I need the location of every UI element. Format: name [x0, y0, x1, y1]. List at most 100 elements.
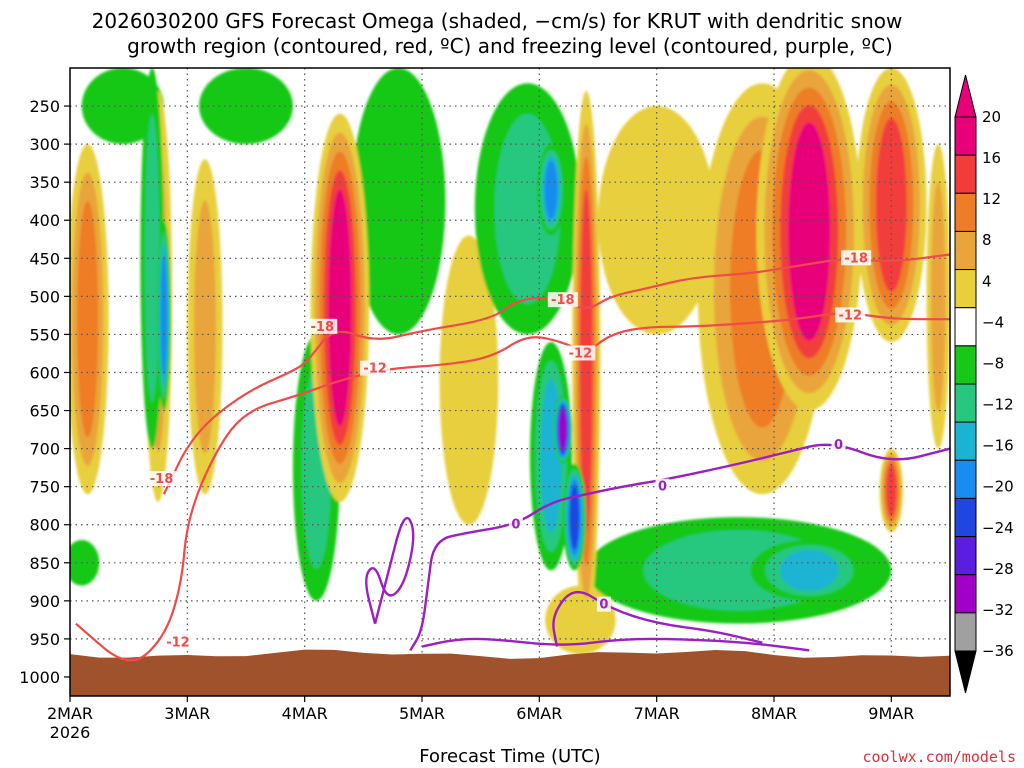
- omega-band: [439, 235, 499, 525]
- ground-surface: [70, 649, 950, 696]
- omega-band: [788, 122, 831, 341]
- omega-cell: [562, 463, 587, 571]
- colorbar-swatch: [954, 307, 977, 347]
- omega-band: [544, 160, 558, 219]
- colorbar-swatch: [954, 536, 977, 576]
- omega-cell: [439, 235, 499, 525]
- dgz-contour-label-bg: [565, 345, 596, 361]
- omega-band: [70, 539, 100, 586]
- y-tick-label: 350: [29, 173, 60, 192]
- colorbar-label: −4: [982, 313, 1004, 331]
- dgz-contour-label-bg: [835, 307, 866, 323]
- dgz-contour-label-bg: [162, 634, 193, 650]
- omega-band: [569, 484, 580, 550]
- dgz-contour-label: -12: [569, 346, 593, 361]
- freezing-level-contour: [552, 591, 763, 647]
- colorbar-swatch: [954, 192, 977, 232]
- colorbar-label: −28: [982, 560, 1014, 578]
- y-tick-label: 450: [29, 249, 60, 268]
- chart-title-line-1: 2026030200 GFS Forecast Omega (shaded, −…: [92, 9, 903, 33]
- colorbar-label: 20: [982, 108, 1001, 126]
- x-tick-label: 4MAR: [282, 704, 328, 723]
- colorbar-label: 12: [982, 190, 1001, 208]
- y-tick-label: 700: [29, 440, 60, 459]
- omega-band: [193, 200, 216, 454]
- colorbar-bottom-arrow: [954, 650, 977, 694]
- colorbar-label: −32: [982, 601, 1014, 619]
- x-tick-label: 5MAR: [399, 704, 445, 723]
- freezing-contour-label-bg: [508, 516, 523, 532]
- dgz-contour-label: -18: [551, 293, 575, 308]
- x-year-label: 2026: [50, 723, 91, 742]
- x-tick-label: 7MAR: [634, 704, 680, 723]
- omega-band: [930, 181, 946, 412]
- omega-band: [779, 549, 839, 591]
- y-tick-label: 900: [29, 592, 60, 611]
- freezing-level-contour: [409, 443, 950, 651]
- x-tick-label: 9MAR: [868, 704, 914, 723]
- y-axis: 250 300 350 400 450 500 550 600 650 700 750 800 850 9…: [19, 97, 70, 687]
- ground-layer: [70, 649, 950, 696]
- dgz-contour-label-bg: [307, 318, 338, 334]
- y-tick-label: 600: [29, 363, 60, 382]
- omega-band: [598, 106, 716, 335]
- freezing-level-contour: [365, 516, 415, 624]
- colorbar: 20 16 12 8 4 −4 −8 −12 −16 −20 −24 −28 −32 −36: [954, 74, 1014, 694]
- colorbar-label: 4: [982, 272, 992, 290]
- freezing-contour-label: 0: [658, 480, 667, 495]
- y-tick-label: 650: [29, 402, 60, 421]
- x-tick-label: 3MAR: [164, 704, 210, 723]
- dgz-contour-label-bg: [146, 471, 177, 487]
- dgz-contour-label-bg: [360, 360, 391, 376]
- omega-band: [144, 114, 160, 403]
- colorbar-label: −8: [982, 354, 1004, 372]
- dgz-contour-label-bg: [547, 292, 578, 308]
- x-tick-label: 8MAR: [751, 704, 797, 723]
- freezing-contour-label: 0: [599, 598, 608, 613]
- dgz-contour-label: -12: [166, 636, 190, 651]
- credit-text: coolwx.com/models: [862, 748, 1016, 766]
- omega-cell: [70, 539, 100, 586]
- dgz-contour--12: [75, 312, 950, 662]
- omega-band: [875, 118, 907, 292]
- chart-title-line-2: growth region (contoured, red, ºC) and f…: [127, 34, 893, 58]
- colorbar-swatch: [954, 269, 977, 309]
- y-tick-label: 850: [29, 554, 60, 573]
- omega-cell: [879, 448, 904, 533]
- colorbar-top-arrow: [954, 74, 977, 118]
- omega-band: [160, 255, 167, 376]
- colorbar-label: −16: [982, 437, 1014, 455]
- omega-cell: [750, 539, 868, 601]
- colorbar-label: −12: [982, 396, 1014, 414]
- colorbar-swatch: [954, 154, 977, 194]
- colorbar-swatch: [954, 612, 977, 652]
- colorbar-label: 16: [982, 149, 1001, 167]
- y-tick-label: 300: [29, 135, 60, 154]
- omega-band: [559, 409, 567, 450]
- omega-shading: [70, 68, 950, 655]
- colorbar-swatch: [954, 459, 977, 499]
- colorbar-swatch: [954, 345, 977, 385]
- colorbar-label: −24: [982, 519, 1014, 537]
- colorbar-swatch: [954, 497, 977, 538]
- freezing-contour-label-bg: [831, 436, 846, 452]
- dgz-contour-label: -18: [150, 472, 174, 487]
- dgz-contour-label: -12: [839, 308, 863, 323]
- y-tick-label: 550: [29, 325, 60, 344]
- y-tick-label: 750: [29, 478, 60, 497]
- colorbar-swatch: [954, 116, 977, 156]
- colorbar-swatch: [954, 383, 977, 423]
- omega-cell: [598, 106, 716, 335]
- omega-cell: [536, 144, 566, 236]
- y-tick-label: 250: [29, 97, 60, 116]
- x-tick-label: 6MAR: [516, 704, 562, 723]
- plot-frame: [69, 67, 951, 697]
- dgz-contour-label: -18: [311, 320, 335, 335]
- omega-band: [580, 189, 593, 533]
- omega-cell: [926, 144, 950, 449]
- y-tick-label: 1000: [19, 668, 60, 687]
- dgz-contour--18: [162, 253, 950, 495]
- omega-band: [886, 463, 897, 518]
- freezing-contour-label: 0: [511, 518, 520, 533]
